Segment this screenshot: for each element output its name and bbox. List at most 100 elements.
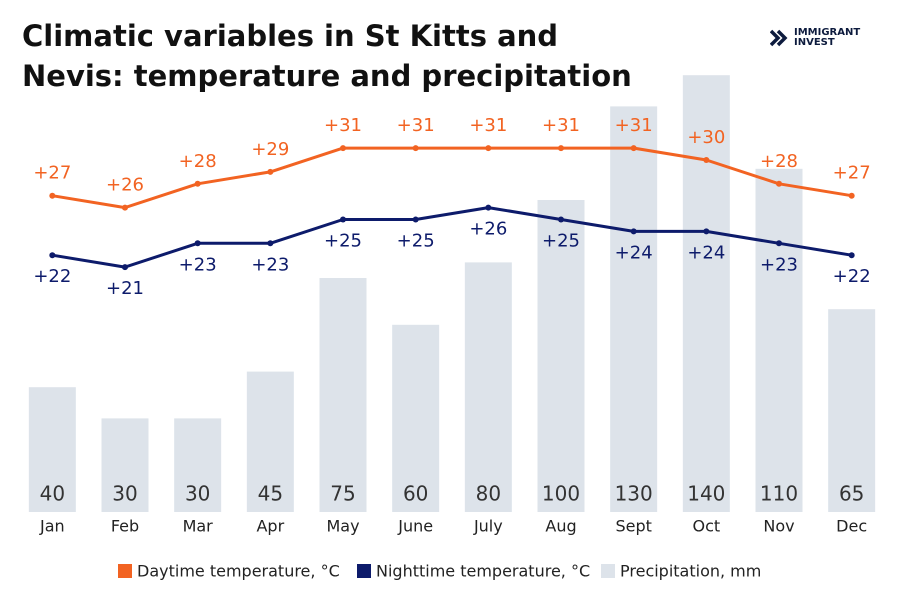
legend-swatch xyxy=(118,564,132,578)
data-label: +29 xyxy=(251,139,289,160)
bar xyxy=(610,106,658,513)
data-label: +24 xyxy=(687,242,725,263)
data-label: +27 xyxy=(833,163,871,184)
x-tick-label: Apr xyxy=(256,517,284,536)
line xyxy=(52,146,852,210)
point xyxy=(412,216,419,223)
data-label: +25 xyxy=(542,231,580,252)
bar-value-label: 80 xyxy=(476,482,501,506)
bar-value-label: 30 xyxy=(185,482,210,506)
point xyxy=(703,157,710,163)
point xyxy=(267,168,274,175)
bar xyxy=(828,309,876,512)
bar xyxy=(28,387,76,512)
bar-value-label: 130 xyxy=(615,482,653,506)
point xyxy=(122,204,128,211)
bar-value-label: 75 xyxy=(330,482,355,506)
data-label: +25 xyxy=(397,231,435,252)
data-label: +31 xyxy=(397,115,435,136)
legend-label: Daytime temperature, °C xyxy=(137,562,340,581)
bar xyxy=(682,75,730,512)
x-tick-label: July xyxy=(473,517,503,536)
line xyxy=(52,206,852,269)
brand-text: IMMIGRANT INVEST xyxy=(794,28,860,48)
data-label: +23 xyxy=(251,254,289,275)
data-label: +23 xyxy=(179,254,217,275)
data-label: +31 xyxy=(469,115,507,136)
data-label: +23 xyxy=(760,254,798,275)
point xyxy=(49,192,56,199)
data-label: +30 xyxy=(687,127,725,148)
bar-value-label: 40 xyxy=(40,482,65,506)
data-label: +22 xyxy=(833,266,871,287)
data-label: +31 xyxy=(324,115,362,136)
chart-title: Climatic variables in St Kitts and Nevis… xyxy=(22,19,632,93)
data-label: +31 xyxy=(615,115,653,136)
data-label: +26 xyxy=(106,175,144,196)
x-tick-label: Sept xyxy=(615,517,651,536)
bar xyxy=(537,200,585,512)
point xyxy=(703,228,710,235)
bar xyxy=(464,262,512,512)
point xyxy=(194,180,201,187)
point xyxy=(848,192,855,199)
point xyxy=(485,204,492,211)
point xyxy=(49,252,56,259)
logo-icon xyxy=(770,29,788,47)
point xyxy=(776,240,782,247)
legend-swatch xyxy=(601,564,615,578)
bar xyxy=(174,418,222,512)
data-label: +25 xyxy=(324,231,362,252)
x-tick-label: June xyxy=(397,517,433,536)
point xyxy=(630,145,637,152)
brand-line: INVEST xyxy=(794,37,835,48)
bar-value-label: 45 xyxy=(258,482,283,506)
point xyxy=(848,252,855,259)
point xyxy=(412,145,419,152)
data-label: +27 xyxy=(33,163,71,184)
x-tick-label: Mar xyxy=(183,517,214,536)
bar-value-label: 140 xyxy=(687,482,725,506)
bar xyxy=(319,278,367,512)
bar-value-label: 65 xyxy=(839,482,864,506)
point xyxy=(194,240,201,247)
data-label: +24 xyxy=(615,242,653,263)
data-label: +21 xyxy=(106,278,144,299)
point xyxy=(776,180,782,187)
bar xyxy=(392,324,440,512)
legend-label: Nighttime temperature, °C xyxy=(376,562,590,581)
x-tick-label: Nov xyxy=(763,517,794,536)
x-tick-label: Aug xyxy=(545,517,576,536)
bar-value-label: 100 xyxy=(542,482,580,506)
point xyxy=(558,216,564,223)
legend-label: Precipitation, mm xyxy=(620,562,761,581)
point xyxy=(340,216,346,223)
x-tick-label: Jan xyxy=(39,517,65,536)
x-tick-label: Oct xyxy=(692,517,720,536)
bar xyxy=(101,418,149,512)
point xyxy=(630,228,637,235)
brand-logo: IMMIGRANT INVEST xyxy=(770,28,860,48)
data-label: +26 xyxy=(469,219,507,240)
x-tick-label: May xyxy=(326,517,359,536)
bar-value-label: 110 xyxy=(760,482,798,506)
bar-value-label: 30 xyxy=(112,482,137,506)
legend-swatch xyxy=(357,564,371,578)
point xyxy=(485,145,492,152)
point xyxy=(267,240,274,247)
data-label: +28 xyxy=(179,151,217,172)
data-label: +28 xyxy=(760,151,798,172)
data-label: +31 xyxy=(542,115,580,136)
point xyxy=(340,145,346,152)
data-label: +22 xyxy=(33,266,71,287)
point xyxy=(122,264,128,271)
x-tick-label: Dec xyxy=(836,517,867,536)
point xyxy=(558,145,564,152)
x-tick-label: Feb xyxy=(111,517,139,536)
bar-value-label: 60 xyxy=(403,482,428,506)
brand-line: IMMIGRANT xyxy=(794,27,861,38)
bar xyxy=(246,371,294,512)
bar xyxy=(755,168,803,513)
